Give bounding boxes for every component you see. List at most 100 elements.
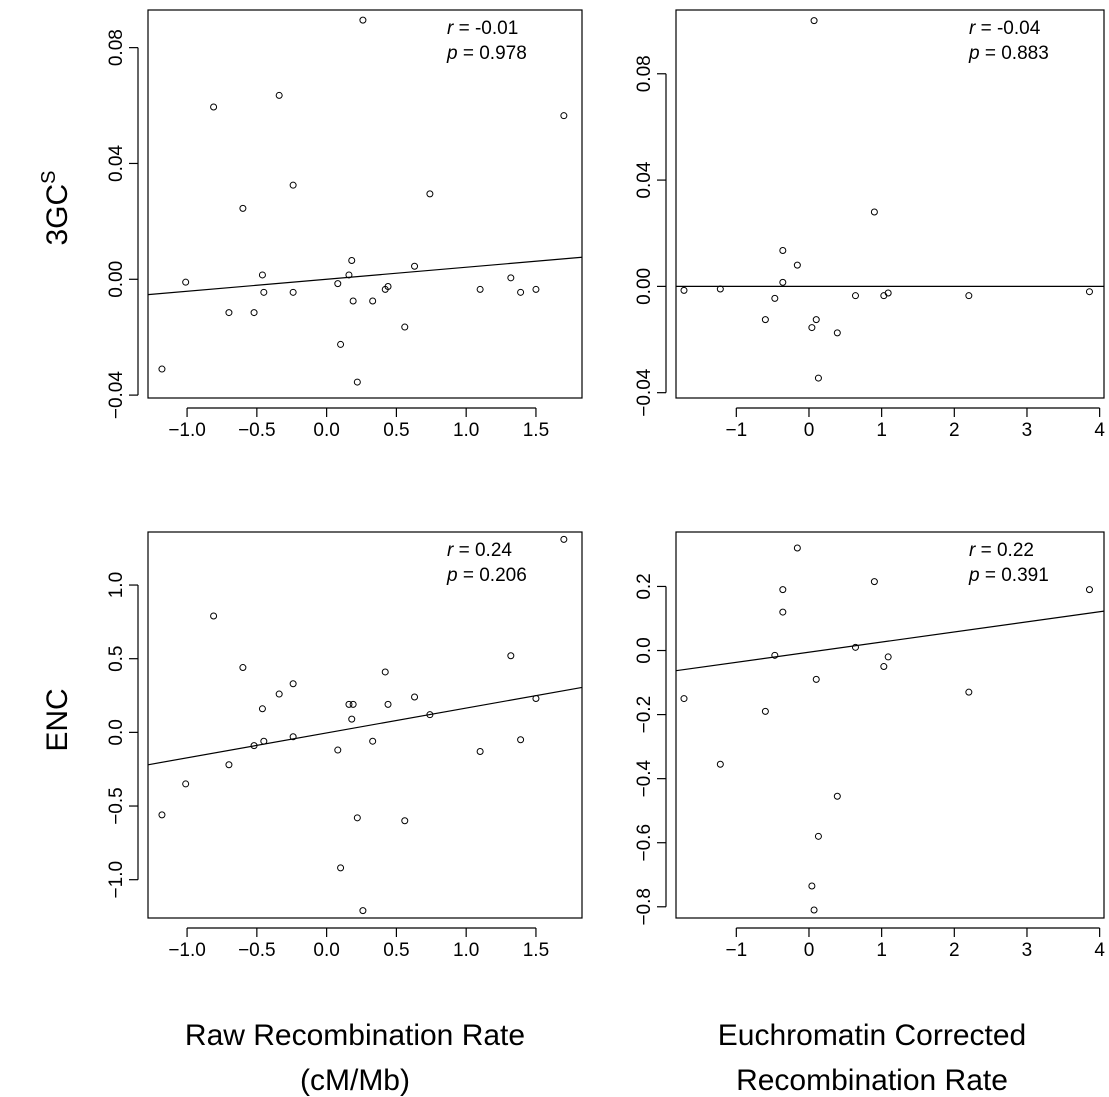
data-point xyxy=(771,651,779,659)
x-tick-label: −0.5 xyxy=(238,420,276,441)
data-point xyxy=(761,316,769,324)
y-tick-label: 0.04 xyxy=(634,161,655,198)
data-point xyxy=(345,271,353,279)
x-tick-label: 4 xyxy=(1094,940,1105,961)
data-point xyxy=(965,688,973,696)
x-tick-label: 2 xyxy=(949,940,960,961)
p-symbol: p xyxy=(446,43,458,64)
data-point xyxy=(210,612,218,620)
data-point xyxy=(1085,586,1093,594)
data-point xyxy=(965,292,973,300)
data-point xyxy=(517,288,525,296)
r-symbol: r xyxy=(447,18,454,39)
x-tick-label: 3 xyxy=(1022,940,1033,961)
y-tick-label: 0.00 xyxy=(106,261,127,298)
data-point xyxy=(532,285,540,293)
r-value: = 0.22 xyxy=(975,540,1034,561)
regression-line xyxy=(147,686,583,766)
data-point xyxy=(384,283,392,291)
r-value: = -0.01 xyxy=(453,18,518,39)
y-tick-label: 0.0 xyxy=(634,637,655,663)
r-value: = -0.04 xyxy=(975,18,1040,39)
x-tick-label: −1.0 xyxy=(168,420,206,441)
column-label-left-line1: Raw Recombination Rate xyxy=(185,1019,525,1052)
r-symbol: r xyxy=(969,540,976,561)
data-point xyxy=(289,733,297,741)
data-point xyxy=(384,700,392,708)
data-point xyxy=(158,811,166,819)
data-point xyxy=(810,906,818,914)
data-point xyxy=(258,705,266,713)
data-point xyxy=(275,91,283,99)
data-point xyxy=(426,711,434,719)
data-point xyxy=(532,694,540,702)
x-tick-label: 0.0 xyxy=(313,940,339,961)
scatter-panel-3gcs-corrected: −1 0 1 2 3 4 −0.04 0.00 0.04 0.08 r = -0.04 p = 0.8… xyxy=(634,9,1105,441)
data-point xyxy=(476,748,484,756)
data-point xyxy=(289,680,297,688)
data-point xyxy=(411,262,419,270)
data-point xyxy=(771,294,779,302)
scatter-panel-3gcs-raw: −1.0 −0.5 0.0 0.5 1.0 1.5 −0.04 0.00 0.04 0.08 r =… xyxy=(106,9,583,441)
data-point xyxy=(260,288,268,296)
data-point xyxy=(353,814,361,822)
data-point xyxy=(808,324,816,332)
p-annotation: p = 0.978 xyxy=(446,43,527,64)
data-point xyxy=(507,274,515,282)
y-tick-label: −0.6 xyxy=(634,824,655,862)
data-point xyxy=(680,695,688,703)
data-point xyxy=(560,112,568,120)
row-label-top: 3GCS xyxy=(38,170,74,245)
r-symbol: r xyxy=(447,540,454,561)
regression-line xyxy=(147,256,583,296)
x-tick-label: 1 xyxy=(876,420,887,441)
data-point xyxy=(210,103,218,111)
data-point xyxy=(870,208,878,216)
p-symbol: p xyxy=(968,565,980,586)
p-symbol: p xyxy=(968,43,980,64)
y-tick-label: 0.00 xyxy=(634,268,655,305)
x-tick-label: 1.5 xyxy=(523,940,549,961)
x-tick-label: 0.5 xyxy=(383,940,409,961)
data-point xyxy=(517,736,525,744)
y-tick-label: 0.08 xyxy=(634,55,655,92)
data-point xyxy=(880,663,888,671)
data-point xyxy=(359,16,367,24)
y-tick-label: −0.04 xyxy=(634,368,655,417)
data-point xyxy=(884,653,892,661)
data-point xyxy=(793,544,801,552)
data-point xyxy=(349,297,357,305)
row-label-top-main: 3GC xyxy=(41,184,74,246)
data-point xyxy=(401,817,409,825)
data-point xyxy=(239,664,247,672)
plot-frame xyxy=(147,9,583,399)
y-tick-label: −0.2 xyxy=(634,696,655,734)
data-point xyxy=(401,323,409,331)
data-point xyxy=(779,247,787,255)
x-tick-label: 1.0 xyxy=(453,940,479,961)
data-point xyxy=(833,329,841,337)
data-point xyxy=(239,204,247,212)
data-point xyxy=(250,309,258,317)
p-symbol: p xyxy=(446,565,458,586)
y-tick-label: 0.5 xyxy=(106,645,127,671)
x-tick-label: 3 xyxy=(1022,420,1033,441)
data-point xyxy=(779,278,787,286)
y-tick-label: −0.04 xyxy=(106,371,127,420)
data-point xyxy=(289,181,297,189)
y-tick-label: 0.08 xyxy=(106,29,127,66)
data-point xyxy=(884,289,892,297)
r-annotation: r = -0.01 xyxy=(447,18,518,39)
data-point xyxy=(779,586,787,594)
scatter-panel-enc-raw: −1.0 −0.5 0.0 0.5 1.0 1.5 −1.0 −0.5 0.0 0.5 1.0 r =… xyxy=(106,531,583,961)
data-point xyxy=(793,261,801,269)
p-annotation: p = 0.206 xyxy=(446,565,527,586)
y-tick-label: −0.8 xyxy=(634,888,655,926)
data-point xyxy=(275,690,283,698)
row-label-bottom: ENC xyxy=(41,688,74,751)
p-value: = 0.883 xyxy=(980,43,1049,64)
plot-frame xyxy=(675,531,1105,919)
r-symbol: r xyxy=(969,18,976,39)
data-point xyxy=(870,578,878,586)
